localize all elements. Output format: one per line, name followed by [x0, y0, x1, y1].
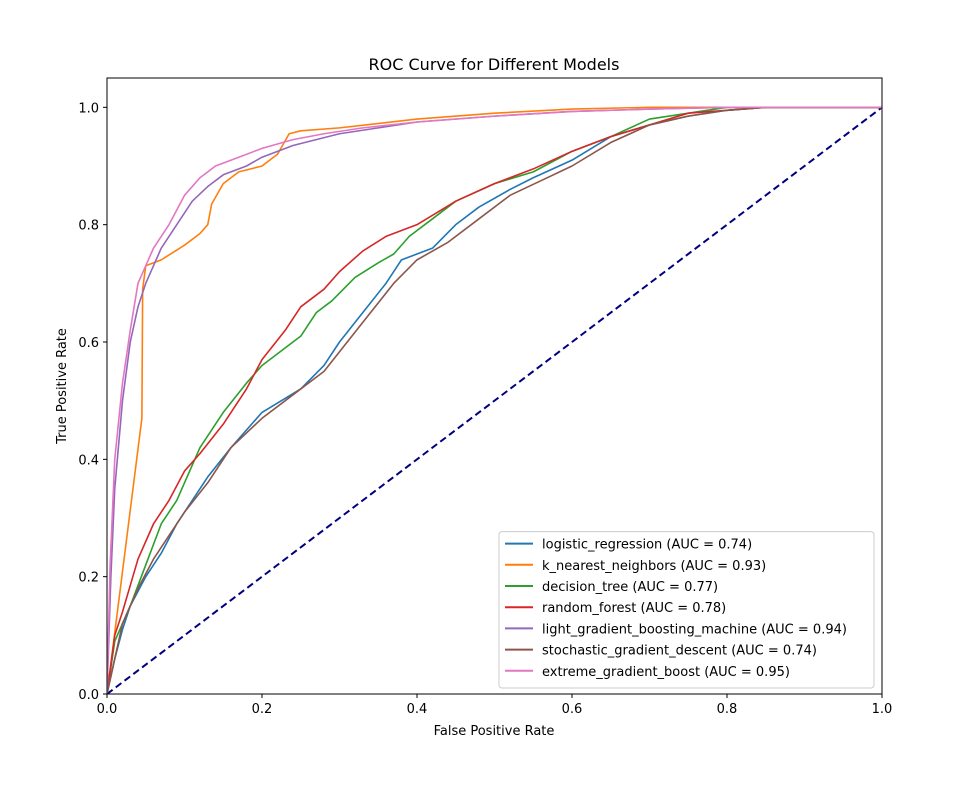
legend-label-2: decision_tree (AUC = 0.77) — [542, 580, 718, 595]
legend-label-4: light_gradient_boosting_machine (AUC = 0… — [542, 622, 847, 637]
chart-title: ROC Curve for Different Models — [369, 55, 620, 74]
x-tick-label-3: 0.6 — [562, 702, 583, 717]
legend-label-3: random_forest (AUC = 0.78) — [542, 601, 726, 616]
y-tick-label-3: 0.6 — [78, 336, 99, 351]
legend-label-5: stochastic_gradient_descent (AUC = 0.74) — [542, 644, 817, 659]
series-line-6 — [107, 106, 882, 694]
x-tick-label-4: 0.8 — [717, 702, 738, 717]
axes: 0.0 0.2 0.4 0.6 0.8 1.0 0.0 0.2 0.4 0.6 0.8 1.0 — [78, 77, 893, 717]
y-tick-label-5: 1.0 — [78, 101, 99, 116]
legend: logistic_regression (AUC = 0.74) k_neares… — [498, 531, 875, 689]
y-tick-label-4: 0.8 — [78, 219, 99, 234]
legend-label-1: k_nearest_neighbors (AUC = 0.93) — [542, 559, 766, 574]
x-axis-label: False Positive Rate — [434, 724, 555, 739]
y-tick-label-1: 0.2 — [78, 571, 99, 586]
series-line-1 — [107, 106, 882, 694]
plot-frame — [106, 77, 883, 695]
plot-area — [107, 106, 882, 694]
series-line-3 — [107, 106, 882, 694]
series-line-5 — [107, 106, 882, 694]
y-tick-label-0: 0.0 — [78, 688, 99, 703]
y-tick-label-2: 0.4 — [78, 453, 99, 468]
x-tick-label-2: 0.4 — [407, 702, 428, 717]
x-tick-label-1: 0.2 — [252, 702, 273, 717]
x-tick-label-0: 0.0 — [97, 702, 118, 717]
x-tick-label-5: 1.0 — [872, 702, 893, 717]
legend-box — [498, 531, 875, 689]
diagonal-reference-line — [107, 106, 882, 694]
legend-label-6: extreme_gradient_boost (AUC = 0.95) — [542, 665, 790, 680]
y-axis-label: True Positive Rate — [55, 328, 70, 445]
series-group — [107, 106, 882, 694]
legend-label-0: logistic_regression (AUC = 0.74) — [542, 538, 752, 553]
